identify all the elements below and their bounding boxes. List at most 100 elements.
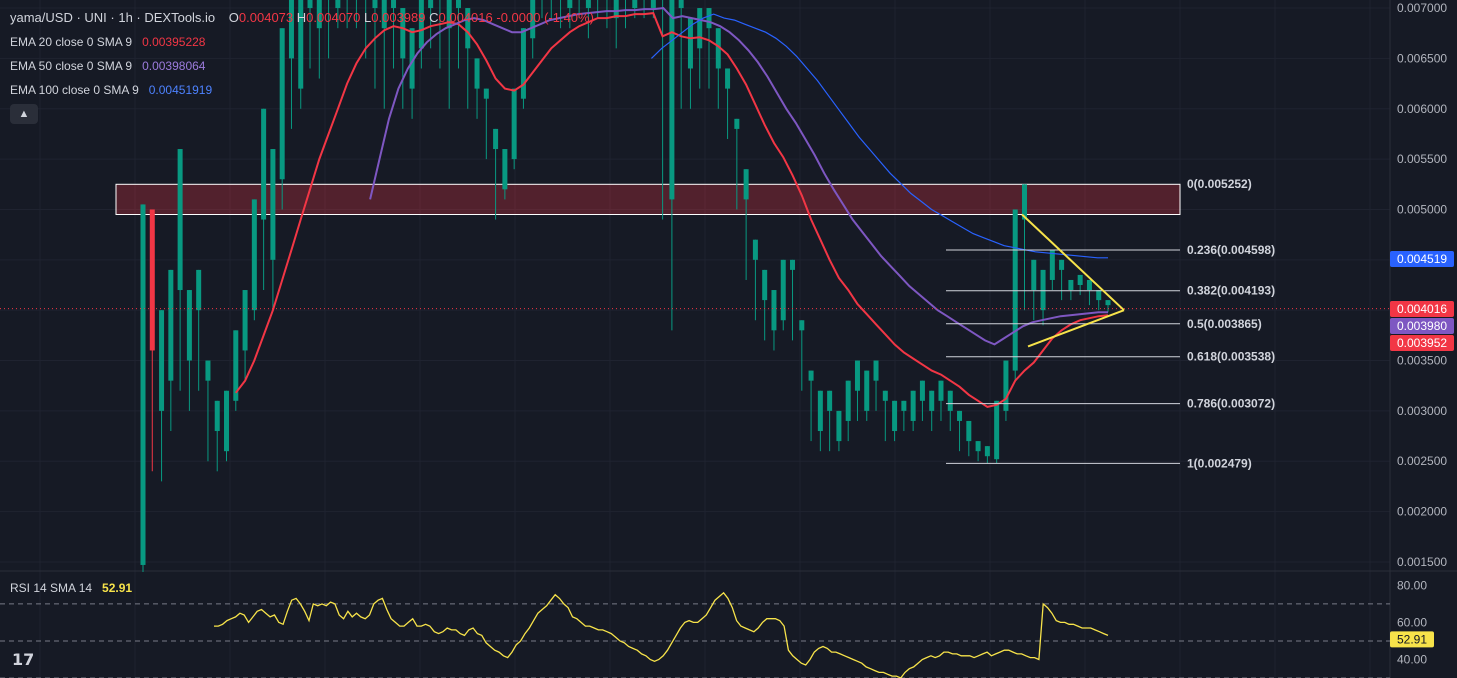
legend-ema50[interactable]: EMA 50 close 0 SMA 9 0.00398064 (10, 59, 206, 73)
candle-body (205, 360, 211, 381)
candle-body (279, 28, 285, 180)
rsi-tick-label: 80.00 (1397, 578, 1427, 592)
candle-body (938, 380, 944, 401)
candle-body (1077, 274, 1083, 285)
candle-body (790, 259, 796, 270)
candle-body (196, 269, 202, 311)
price-axis: 0.007000 0.006500 0.006000 0.005500 0.005000… (1390, 1, 1454, 569)
candle-body (465, 8, 471, 49)
collapse-legend-button[interactable]: ▲ (10, 104, 38, 124)
rsi-pane: 80.00 60.00 40.00 52.91 (0, 578, 1434, 678)
candle-body (428, 0, 434, 9)
rsi-badge-label: 52.91 (1397, 632, 1427, 646)
price-badge (1390, 301, 1454, 317)
chevron-up-icon: ▲ (18, 108, 30, 120)
candle-body (632, 0, 638, 9)
candle-body (799, 320, 805, 331)
candle-body (1003, 360, 1009, 411)
close-value: 0.004016 (438, 10, 493, 25)
price-tick-label: 0.005500 (1397, 152, 1447, 166)
candle-body (687, 18, 693, 69)
candle-body (381, 0, 387, 29)
candle-body (1012, 209, 1018, 371)
fib-label: 0.236(0.004598) (1187, 243, 1275, 257)
rsi-line (214, 591, 1109, 678)
candle-body (929, 390, 935, 411)
candle-body (261, 108, 267, 220)
candle-body (511, 88, 517, 160)
candle-body (140, 204, 146, 565)
candle-body (771, 290, 777, 331)
fib-label: 0.786(0.003072) (1187, 397, 1275, 411)
ema-line-1 (235, 12, 1109, 408)
candle-body (1059, 259, 1065, 270)
ema50-value: 0.00398064 (142, 59, 206, 73)
triangle-lower-line (1027, 309, 1125, 348)
candle-body (242, 290, 248, 351)
candle-body (752, 239, 758, 260)
candle-body (836, 410, 842, 442)
candle-body (585, 0, 591, 9)
candle-body (1031, 259, 1037, 291)
legend-ema100[interactable]: EMA 100 close 0 SMA 9 0.00451919 (10, 83, 213, 97)
price-badge (1390, 318, 1454, 334)
price-badge-label: 0.003952 (1397, 336, 1447, 350)
candle-body (391, 0, 397, 9)
candle-body (827, 390, 833, 411)
grid (0, 0, 1390, 678)
rsi-legend[interactable]: RSI 14 SMA 14 52.91 (10, 581, 132, 595)
tradingview-logo-icon[interactable]: 17 (12, 650, 35, 669)
candle-body (483, 88, 489, 99)
candle-body (901, 400, 907, 411)
candle-body (966, 420, 972, 442)
price-tick-label: 0.002500 (1397, 454, 1447, 468)
fib-label: 0.618(0.003538) (1187, 350, 1275, 364)
candle-body (817, 390, 823, 432)
low-value: 0.003989 (371, 10, 426, 25)
legend-ema20[interactable]: EMA 20 close 0 SMA 9 0.00395228 (10, 35, 206, 49)
ema20-value: 0.00395228 (142, 35, 206, 49)
candle-body (233, 330, 239, 401)
candle-body (947, 390, 953, 411)
candle-body (149, 209, 155, 351)
candle-body (845, 380, 851, 421)
ohlc-readout: O0.004073 H0.004070 L0.003989 C0.004016 … (228, 10, 594, 25)
candle-body (1086, 279, 1092, 291)
candle-body (520, 28, 526, 99)
candle-body (1096, 290, 1102, 301)
candle-body (159, 310, 165, 411)
resistance-zone (115, 183, 1181, 216)
candle-body (298, 0, 304, 89)
candle-body (224, 390, 230, 452)
candle-body (910, 390, 916, 421)
candle-body (762, 269, 768, 301)
price-badge-label: 0.004016 (1397, 302, 1447, 316)
price-tick-label: 0.002000 (1397, 505, 1447, 519)
candle-body (854, 360, 860, 391)
candle-body (919, 380, 925, 401)
open-value: 0.004073 (238, 10, 294, 25)
ema100-value: 0.00451919 (148, 83, 213, 97)
candle-body (715, 28, 721, 69)
candle-body (1021, 184, 1027, 220)
candle-body (502, 149, 508, 190)
rsi-tick-label: 60.00 (1397, 615, 1427, 629)
candle-body (808, 370, 814, 381)
candle-body (288, 0, 294, 59)
candle-body (372, 0, 378, 9)
candle-body (168, 269, 174, 381)
candle-body (873, 360, 879, 381)
fib-label: 0.382(0.004193) (1187, 284, 1275, 298)
candle-body (984, 446, 990, 457)
candle-body (734, 118, 740, 129)
candle-body (418, 0, 424, 49)
candle-body (697, 8, 703, 49)
chart-header: yama/USD · UNI · 1h · DEXTools.io O0.004… (10, 10, 594, 25)
candle-body (316, 0, 322, 29)
candle-body (177, 149, 183, 291)
candle-body (892, 400, 898, 432)
fib-label: 0(0.005252) (1187, 177, 1252, 191)
candle-body (678, 0, 684, 9)
candle-body (409, 28, 415, 89)
